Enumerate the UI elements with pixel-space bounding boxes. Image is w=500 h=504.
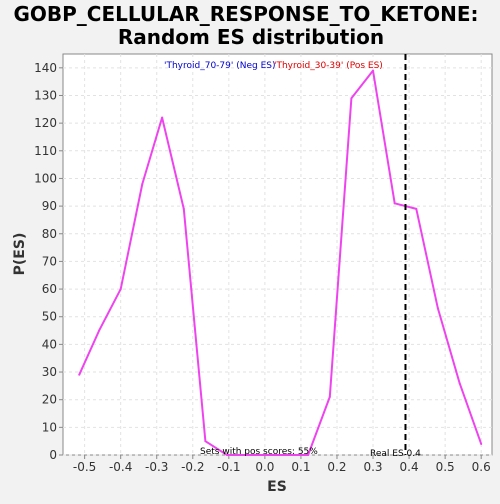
y-tick-label: 100 bbox=[34, 171, 57, 185]
x-tick-label: -0.4 bbox=[109, 460, 132, 474]
x-tick-label: -0.1 bbox=[217, 460, 240, 474]
chart-subtitle: Random ES distribution bbox=[118, 25, 384, 49]
x-axis: -0.5 -0.4 -0.3 -0.2 -0.1 0.0 0.1 0.2 0.3 0.4 0.5 0.… bbox=[73, 455, 491, 474]
y-tick-label: 20 bbox=[42, 393, 57, 407]
x-tick-label: -0.2 bbox=[181, 460, 204, 474]
y-tick-label: 0 bbox=[49, 448, 57, 462]
data-point bbox=[307, 454, 310, 456]
y-tick-label: 80 bbox=[42, 227, 57, 241]
data-point bbox=[436, 307, 439, 310]
data-point bbox=[328, 395, 331, 398]
legend-neg-es: 'Thyroid_70-79' (Neg ES) bbox=[164, 61, 275, 71]
data-point bbox=[372, 69, 375, 72]
data-point bbox=[78, 373, 81, 376]
x-tick-label: 0.3 bbox=[363, 460, 382, 474]
data-point bbox=[458, 382, 461, 385]
data-point bbox=[182, 207, 185, 210]
data-point bbox=[350, 97, 353, 100]
data-point bbox=[393, 202, 396, 205]
data-point bbox=[226, 454, 229, 456]
y-tick-label: 140 bbox=[34, 61, 57, 75]
data-point bbox=[415, 207, 418, 210]
pos-scores-annotation: Sets with pos scores: 55% bbox=[200, 447, 318, 457]
data-point bbox=[161, 116, 164, 119]
y-tick-label: 50 bbox=[42, 310, 57, 324]
data-point bbox=[263, 454, 266, 456]
series-line bbox=[78, 69, 483, 456]
y-tick-label: 70 bbox=[42, 254, 57, 268]
x-tick-label: 0.1 bbox=[291, 460, 310, 474]
y-tick-label: 30 bbox=[42, 365, 57, 379]
x-tick-label: 0.2 bbox=[327, 460, 346, 474]
data-point bbox=[204, 440, 207, 443]
x-tick-label: 0.5 bbox=[436, 460, 455, 474]
real-es-label: Real ES 0.4 bbox=[370, 449, 421, 459]
x-axis-label: ES bbox=[267, 479, 287, 495]
data-point bbox=[285, 454, 288, 456]
x-tick-label: -0.3 bbox=[145, 460, 168, 474]
data-point bbox=[119, 288, 122, 291]
legend-pos-es: 'Thyroid_30-39' (Pos ES) bbox=[274, 61, 383, 71]
x-tick-label: 0.0 bbox=[255, 460, 274, 474]
y-axis: 0 10 20 30 40 50 60 70 80 90 100 110 120 130 140 bbox=[34, 61, 63, 462]
y-tick-label: 90 bbox=[42, 199, 57, 213]
x-tick-label: -0.5 bbox=[73, 460, 96, 474]
data-point bbox=[98, 329, 101, 332]
data-point bbox=[480, 442, 483, 445]
x-tick-label: 0.4 bbox=[400, 460, 419, 474]
data-point bbox=[245, 454, 248, 456]
y-tick-label: 40 bbox=[42, 337, 57, 351]
x-tick-label: 0.6 bbox=[472, 460, 491, 474]
y-tick-label: 60 bbox=[42, 282, 57, 296]
data-point bbox=[141, 182, 144, 185]
y-axis-label: P(ES) bbox=[12, 233, 28, 276]
y-tick-label: 10 bbox=[42, 420, 57, 434]
grid-lines bbox=[63, 54, 492, 456]
plot-area bbox=[62, 53, 493, 456]
y-tick-label: 130 bbox=[34, 88, 57, 102]
chart-title: GOBP_CELLULAR_RESPONSE_TO_KETONE: bbox=[13, 2, 478, 26]
series-layer bbox=[78, 69, 483, 456]
y-tick-label: 110 bbox=[34, 144, 57, 158]
y-tick-label: 120 bbox=[34, 116, 57, 130]
